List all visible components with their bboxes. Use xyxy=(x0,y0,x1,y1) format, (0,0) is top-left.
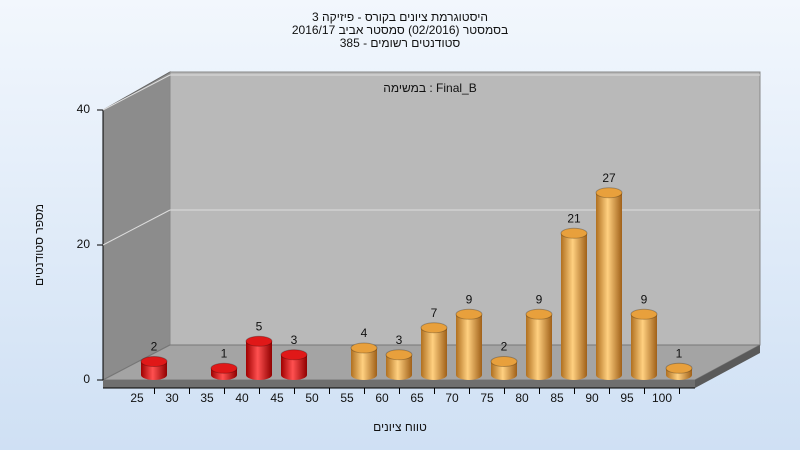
bar xyxy=(490,356,518,380)
bar-part xyxy=(526,314,552,375)
value-label: 1 xyxy=(221,346,228,360)
x-tick-label: 80 xyxy=(515,391,529,405)
y-tick-label: 0 xyxy=(83,372,90,386)
y-tick-label: 20 xyxy=(77,237,91,251)
bar-part xyxy=(525,308,553,320)
x-tick-label: 60 xyxy=(375,391,389,405)
bar xyxy=(350,342,378,380)
grid-line xyxy=(102,74,171,111)
bar xyxy=(560,227,588,380)
value-label: 2 xyxy=(501,340,508,354)
bar-part xyxy=(210,362,238,374)
bar xyxy=(210,362,238,380)
x-tick-label: 25 xyxy=(130,391,144,405)
value-label: 5 xyxy=(256,319,263,333)
x-tick-label: 45 xyxy=(270,391,284,405)
x-tick-label: 55 xyxy=(340,391,354,405)
bar xyxy=(455,308,483,380)
x-tick-label: 70 xyxy=(445,391,459,405)
value-label: 21 xyxy=(567,211,581,225)
grid-line xyxy=(102,209,171,246)
bar xyxy=(595,187,623,380)
bar-part xyxy=(281,354,307,375)
y-axis-label: מספר סטודנטים xyxy=(32,204,46,286)
bar-part xyxy=(386,354,412,375)
value-label: 9 xyxy=(466,292,473,306)
bar-part xyxy=(245,335,273,347)
bar xyxy=(140,356,168,380)
bar xyxy=(420,322,448,380)
value-label: 4 xyxy=(361,326,368,340)
bar-part xyxy=(561,233,587,375)
y-tick-label: 40 xyxy=(77,102,91,116)
x-tick-label: 35 xyxy=(200,391,214,405)
bar xyxy=(280,349,308,380)
floor-side xyxy=(695,345,760,388)
x-tick-label: 30 xyxy=(165,391,179,405)
bar xyxy=(525,308,553,380)
value-label: 7 xyxy=(431,306,438,320)
floor-edge xyxy=(103,380,695,388)
x-axis-label: טווח ציונים xyxy=(373,420,427,434)
bar xyxy=(245,335,273,380)
value-label: 9 xyxy=(536,292,543,306)
x-tick-label: 90 xyxy=(585,391,599,405)
bar xyxy=(385,349,413,380)
value-label: 2 xyxy=(151,340,158,354)
x-tick-label: 40 xyxy=(235,391,249,405)
bar xyxy=(630,308,658,380)
value-label: 3 xyxy=(396,333,403,347)
bar-part xyxy=(455,308,483,320)
left-wall xyxy=(102,71,171,381)
bar-part xyxy=(385,349,413,361)
value-label: 9 xyxy=(641,292,648,306)
annotation: במשימה : Final_B xyxy=(383,81,477,95)
bar-part xyxy=(665,362,693,374)
value-label: 1 xyxy=(676,346,683,360)
bar-part xyxy=(280,349,308,361)
x-tick-label: 75 xyxy=(480,391,494,405)
bar-part xyxy=(350,342,378,354)
value-label: 3 xyxy=(291,333,298,347)
bar-part xyxy=(490,356,518,367)
bar-part xyxy=(456,314,482,375)
chart-title: בסמסטר (02/2016) סמסטר אביב 2016/17 xyxy=(292,23,508,37)
x-tick-label: 100 xyxy=(652,391,672,405)
bar-part xyxy=(595,187,623,199)
bar-part xyxy=(420,322,448,334)
x-tick-label: 50 xyxy=(305,391,319,405)
x-tick-label: 65 xyxy=(410,391,424,405)
bar-part xyxy=(560,227,588,239)
bar-part xyxy=(140,356,168,367)
chart-title: היסטוגרמת ציונים בקורס - פיזיקה 3 xyxy=(312,10,488,24)
bar-part xyxy=(630,308,658,320)
x-tick-label: 85 xyxy=(550,391,564,405)
bar-part xyxy=(596,192,622,375)
bar-part xyxy=(631,314,657,375)
x-tick-label: 95 xyxy=(620,391,634,405)
bar-part xyxy=(246,341,272,375)
value-label: 27 xyxy=(602,171,616,185)
bar xyxy=(665,362,693,380)
chart-title: 385 - סטודנטים רשומים xyxy=(340,36,461,50)
bar-part xyxy=(421,327,447,375)
